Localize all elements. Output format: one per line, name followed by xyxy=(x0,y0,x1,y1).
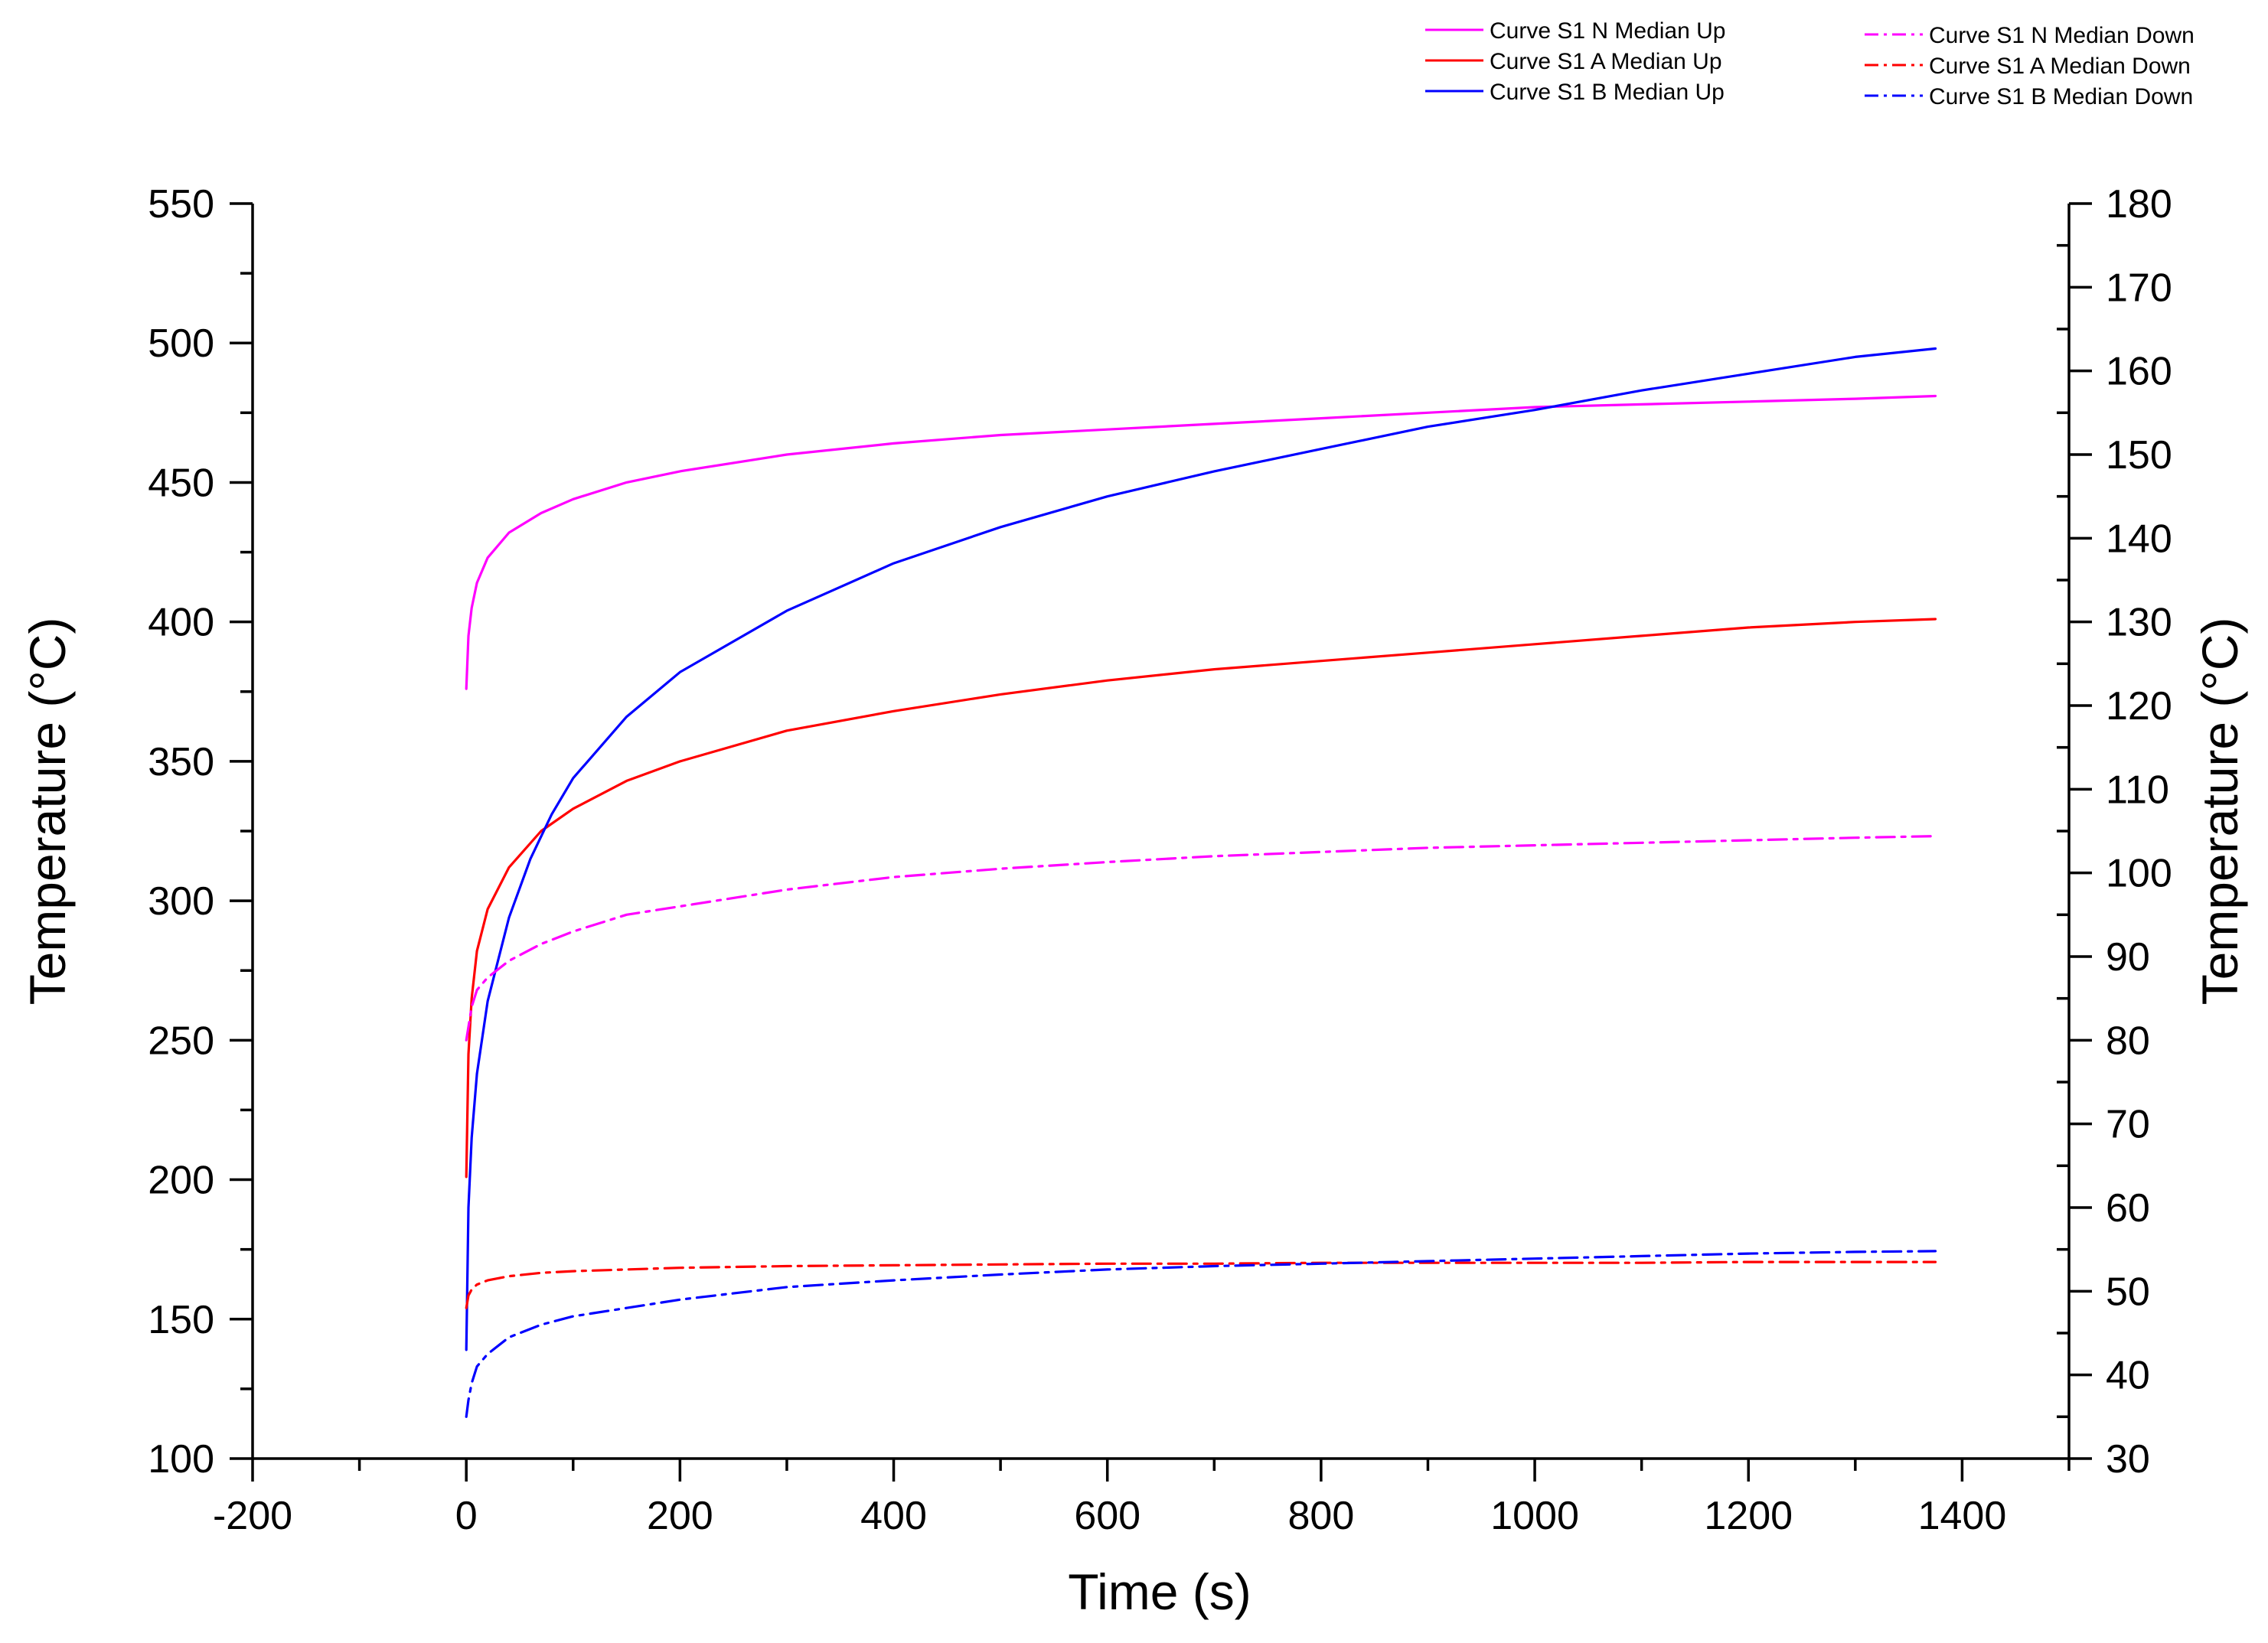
series-layer xyxy=(465,347,1937,1418)
y-left-tick-label: 400 xyxy=(148,601,214,645)
y-left-tick-label: 550 xyxy=(148,182,214,227)
axes-frame xyxy=(251,204,2071,1460)
x-tick-label: 1400 xyxy=(1918,1494,2007,1538)
y-right-tick-label: 120 xyxy=(2106,684,2172,729)
series-line-5 xyxy=(465,1260,1937,1309)
y-right-tick-label: 40 xyxy=(2106,1354,2150,1398)
y-left-tick-label: 450 xyxy=(148,461,214,505)
x-tick-label: 0 xyxy=(455,1494,478,1538)
y-right-tick-label: 170 xyxy=(2106,266,2172,310)
series-line-3 xyxy=(465,347,1937,1351)
y-left-tick-label: 500 xyxy=(148,321,214,366)
legend-label: Curve S1 A Median Down xyxy=(1929,54,2191,79)
series-line-6 xyxy=(465,1250,1937,1418)
y-right-tick-label: 90 xyxy=(2106,935,2150,980)
legend: Curve S1 N Median Up Curve S1 A Median Up… xyxy=(1425,18,2195,109)
legend-label: Curve S1 N Median Down xyxy=(1929,23,2195,48)
y-left-tick-label: 100 xyxy=(148,1437,214,1482)
y-left-tick-label: 300 xyxy=(148,879,214,924)
x-tick-label: 400 xyxy=(860,1494,927,1538)
y-right-tick-label: 150 xyxy=(2106,433,2172,478)
y-right-tick-label: 50 xyxy=(2106,1270,2150,1314)
y-right-tick-label: 30 xyxy=(2106,1437,2150,1482)
y-axis-left-title: Temperature (°C) xyxy=(19,618,76,1006)
series-line-1 xyxy=(465,394,1937,690)
y-right-tick-label: 110 xyxy=(2106,768,2169,812)
y-left-tick-label: 200 xyxy=(148,1159,214,1203)
legend-label: Curve S1 B Median Down xyxy=(1929,84,2193,109)
x-tick-label: 1000 xyxy=(1490,1494,1579,1538)
legend-label: Curve S1 N Median Up xyxy=(1490,18,1725,44)
x-tick-label: 600 xyxy=(1074,1494,1141,1538)
series-line-2 xyxy=(465,618,1937,1178)
y-right-tick-label: 130 xyxy=(2106,601,2172,645)
legend-label: Curve S1 A Median Up xyxy=(1490,49,1722,74)
x-tick-label: 1200 xyxy=(1704,1494,1793,1538)
x-axis-title: Time (s) xyxy=(1068,1563,1251,1620)
y-left-tick-label: 250 xyxy=(148,1019,214,1063)
series-line-4 xyxy=(465,834,1937,1042)
y-right-tick-label: 180 xyxy=(2106,182,2172,227)
x-tick-label: 800 xyxy=(1287,1494,1354,1538)
y-right-tick-label: 80 xyxy=(2106,1019,2150,1063)
y-right-tick-label: 100 xyxy=(2106,852,2172,896)
y-right-tick-label: 60 xyxy=(2106,1186,2150,1231)
y-right-tick-label: 160 xyxy=(2106,350,2172,394)
y-right-tick-label: 70 xyxy=(2106,1103,2150,1147)
y-left-tick-label: 350 xyxy=(148,740,214,784)
y-left-tick-label: 150 xyxy=(148,1298,214,1342)
x-tick-label: 200 xyxy=(647,1494,713,1538)
y-axis-right-title: Temperature (°C) xyxy=(2191,618,2248,1006)
x-tick-label: -200 xyxy=(213,1494,292,1538)
y-right-tick-label: 140 xyxy=(2106,517,2172,561)
legend-label: Curve S1 B Median Up xyxy=(1490,80,1725,105)
axis-ticks: -200 0 200 400 600 800 1000 1200 1400 100 150 200 25… xyxy=(148,182,2172,1538)
